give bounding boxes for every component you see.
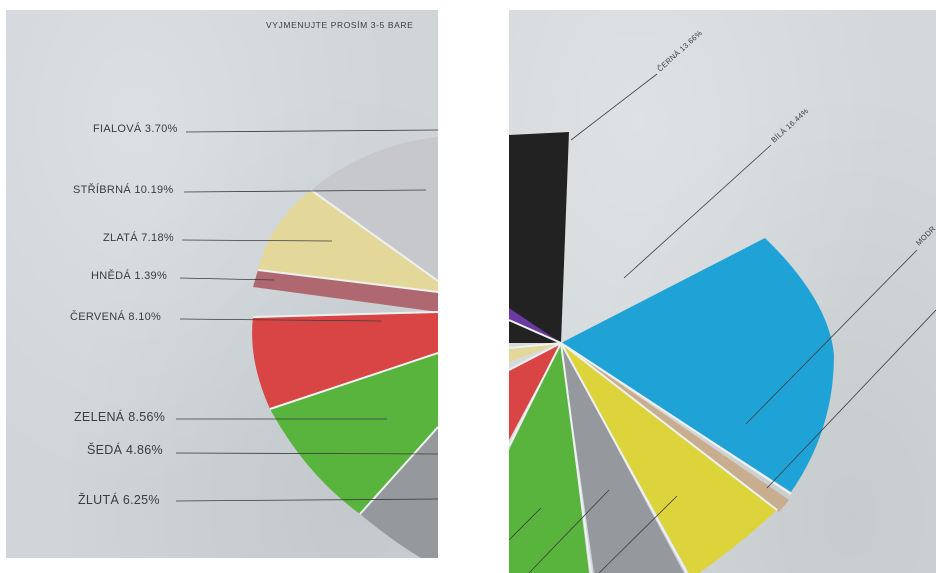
leader-cerna [571,74,657,140]
label-hneda: HNĚDÁ 1.39% [91,270,167,282]
left-photo-panel: VYJMENUJTE PROSÍM 3-5 BARE FIALOVÁ 3.70%… [6,10,438,558]
label-zluta: ŽLUTÁ 6.25% [78,493,160,507]
right-pie-drawing: ČERNÁ 13.66% BÍLÁ 16.44% MODR [509,10,936,573]
left-pie-drawing [6,10,438,558]
pie-slice-black [509,132,569,343]
label-cerna: ČERNÁ 13.66% [655,28,704,73]
label-zlata: ZLATÁ 7.18% [103,232,174,244]
label-stribrna: STŘÍBRNÁ 10.19% [73,184,173,196]
label-seda: ŠEDÁ 4.86% [87,443,163,457]
right-photo-panel: ČERNÁ 13.66% BÍLÁ 16.44% MODR [509,10,936,573]
survey-header: VYJMENUJTE PROSÍM 3-5 BARE [266,20,413,30]
label-zelena: ZELENÁ 8.56% [74,410,165,424]
label-bila: BÍLÁ 16.44% [769,106,810,144]
label-cervena: ČERVENÁ 8.10% [70,311,161,323]
leader-fialova [186,130,438,132]
label-fialova: FIALOVÁ 3.70% [93,123,178,135]
label-modra: MODR [914,224,936,248]
